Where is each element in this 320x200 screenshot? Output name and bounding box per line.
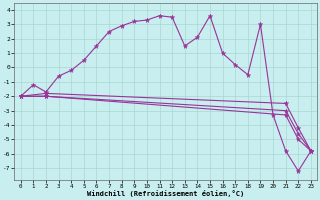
X-axis label: Windchill (Refroidissement éolien,°C): Windchill (Refroidissement éolien,°C): [87, 190, 244, 197]
